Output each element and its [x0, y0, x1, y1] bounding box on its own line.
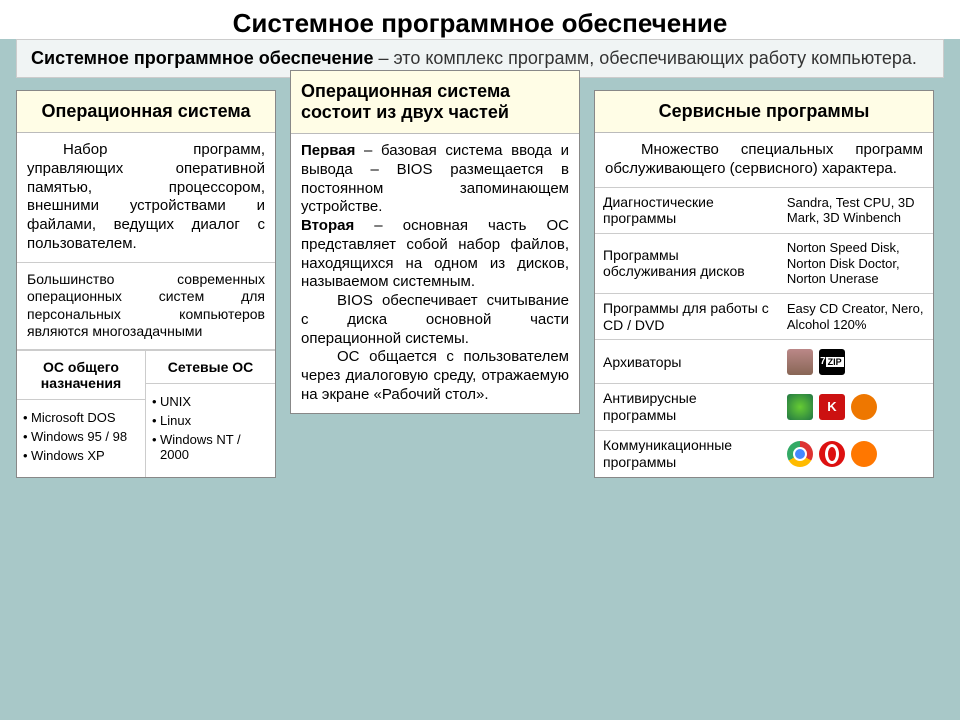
svc-row-av: Антивирусные программы K	[595, 383, 933, 430]
list-item: Linux	[152, 411, 269, 430]
col-parts-body: Первая – базовая система ввода и вывода …	[291, 134, 579, 413]
part1-lead: Первая	[301, 142, 355, 159]
os-general-title: ОС общего назначения	[17, 351, 145, 400]
7zip-icon: 7ZIP	[819, 349, 845, 375]
definition-term: Системное программное обеспечение	[31, 48, 373, 68]
page-title: Системное программное обеспечение	[0, 0, 960, 39]
svc-row-disk: Программы обслуживания дисков Norton Spe…	[595, 233, 933, 293]
os-split: ОС общего назначения Microsoft DOS Windo…	[17, 350, 275, 477]
svc-icons	[781, 435, 933, 473]
avast-icon	[851, 394, 877, 420]
os-general: ОС общего назначения Microsoft DOS Windo…	[17, 351, 146, 477]
svc-label: Антивирусные программы	[595, 384, 781, 430]
col-os-desc: Набор программ, управляющих оперативной …	[17, 133, 275, 263]
os-network-title: Сетевые ОС	[146, 351, 275, 384]
chrome-icon	[787, 441, 813, 467]
list-item: Microsoft DOS	[23, 408, 139, 427]
list-item: Windows NT / 2000	[152, 430, 269, 464]
firefox-icon	[851, 441, 877, 467]
part2-lead: Вторая	[301, 217, 354, 234]
opera-icon	[819, 441, 845, 467]
winrar-icon	[787, 349, 813, 375]
os-network: Сетевые ОС UNIX Linux Windows NT / 2000	[146, 351, 275, 477]
col-service-intro: Множество специальных программ обслужива…	[595, 133, 933, 187]
list-item: UNIX	[152, 392, 269, 411]
columns-container: Операционная система Набор программ, упр…	[0, 90, 960, 478]
svc-value: Easy CD Creator, Nero, Alcohol 120%	[781, 295, 933, 338]
col-os: Операционная система Набор программ, упр…	[16, 90, 276, 478]
col-parts: Операционная система состоит из двух час…	[290, 70, 580, 414]
os-general-list: Microsoft DOS Windows 95 / 98 Windows XP	[17, 400, 145, 477]
svc-row-comm: Коммуникационные программы	[595, 430, 933, 477]
svc-label: Коммуникационные программы	[595, 431, 781, 477]
svc-label: Архиваторы	[595, 348, 781, 377]
part4-text: ОС общается с пользователем через диалог…	[301, 348, 569, 404]
svc-row-diag: Диагностические программы Sandra, Test C…	[595, 187, 933, 234]
list-item: Windows 95 / 98	[23, 427, 139, 446]
os-network-list: UNIX Linux Windows NT / 2000	[146, 384, 275, 476]
col-os-sub: Большинство современных операционных сис…	[17, 263, 275, 350]
svc-icons: K	[781, 388, 933, 426]
part3-text: BIOS обеспечивает считывание с диска осн…	[301, 292, 569, 348]
col-service: Сервисные программы Множество специальны…	[594, 90, 934, 478]
definition-text: – это комплекс программ, обеспечивающих …	[373, 48, 916, 68]
col-service-title: Сервисные программы	[595, 91, 933, 133]
antivirus-icon	[787, 394, 813, 420]
svc-label: Диагностические программы	[595, 188, 781, 234]
svc-icons: 7ZIP	[781, 343, 933, 381]
col-os-title: Операционная система	[17, 91, 275, 133]
svc-value: Norton Speed Disk, Norton Disk Doctor, N…	[781, 234, 933, 293]
col-parts-title: Операционная система состоит из двух час…	[291, 71, 579, 134]
svc-row-cd: Программы для работы с CD / DVD Easy CD …	[595, 293, 933, 340]
svc-label: Программы для работы с CD / DVD	[595, 294, 781, 340]
list-item: Windows XP	[23, 446, 139, 465]
kaspersky-icon: K	[819, 394, 845, 420]
svc-value: Sandra, Test CPU, 3D Mark, 3D Winbench	[781, 189, 933, 232]
svc-row-arch: Архиваторы 7ZIP	[595, 339, 933, 383]
svc-label: Программы обслуживания дисков	[595, 241, 781, 287]
